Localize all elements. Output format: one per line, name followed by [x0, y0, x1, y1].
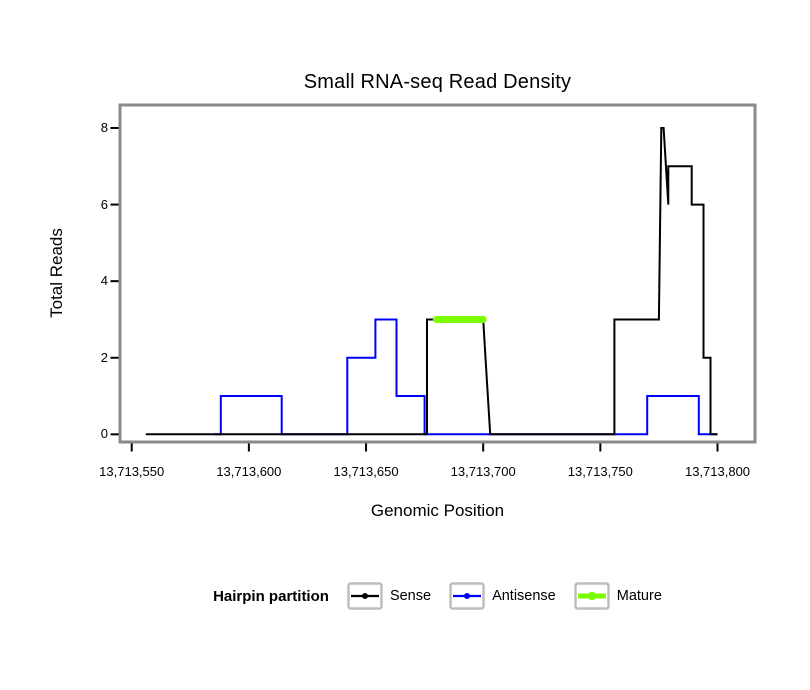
legend-entry-sense: Sense	[347, 582, 431, 610]
series-line-sense	[145, 127, 718, 436]
legend-title: Hairpin partition	[213, 587, 329, 605]
legend-label-sense: Sense	[389, 588, 432, 604]
legend-label-antisense: Antisense	[492, 588, 556, 604]
legend-entry-antisense: Antisense	[449, 582, 556, 610]
plot-panel	[118, 103, 757, 444]
legend-entry-mature: Mature	[574, 582, 662, 610]
legend-key-mature	[574, 582, 610, 610]
legend-point-sample-icon	[464, 593, 471, 599]
y-axis-title: Total Reads	[47, 228, 66, 318]
x-axis-title: Genomic Position	[370, 501, 505, 520]
legend-key-antisense	[449, 582, 485, 610]
chart-title: Small RNA-seq Read Density	[303, 71, 572, 93]
legend: Hairpin partition Sense Antisense	[120, 582, 755, 610]
legend-point-sample-icon	[587, 591, 596, 601]
legend-point-sample-icon	[361, 593, 368, 599]
legend-label-mature: Mature	[616, 588, 662, 604]
series-line-antisense	[213, 318, 718, 436]
legend-key-sense	[347, 582, 383, 610]
